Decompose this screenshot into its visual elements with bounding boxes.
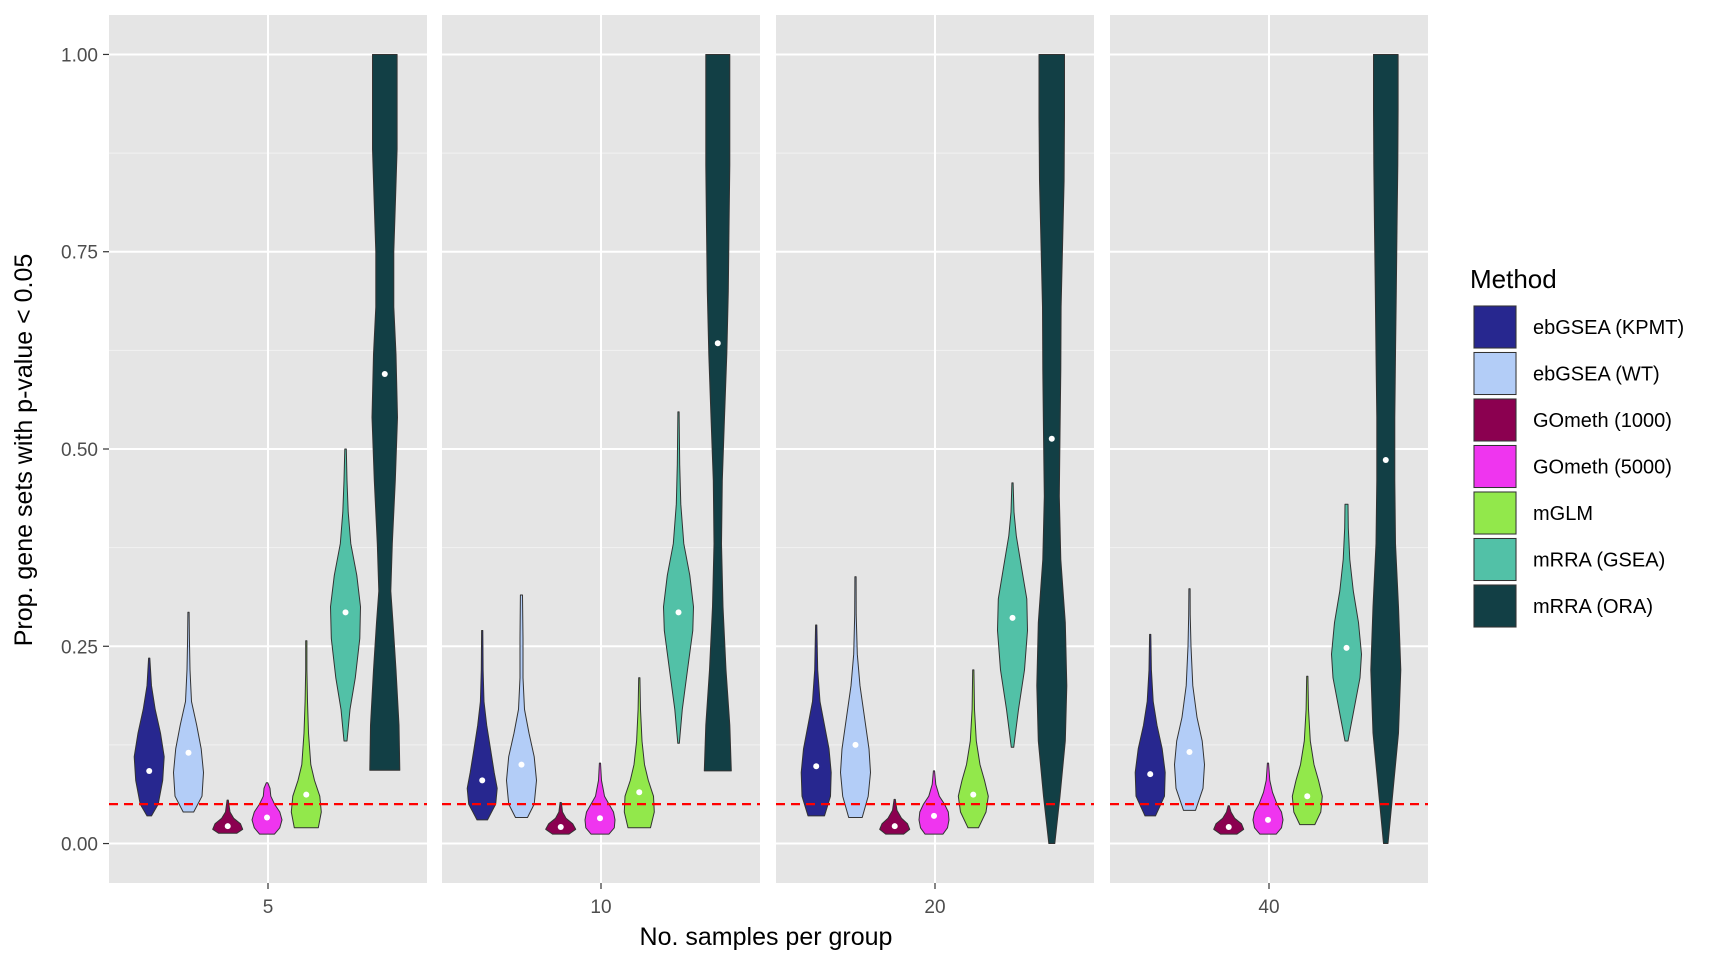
legend-label: mRRA (GSEA) bbox=[1533, 550, 1665, 572]
violin-ebgsea-kpmt bbox=[133, 657, 165, 817]
median-point bbox=[813, 763, 820, 770]
violin-ebgsea-kpmt bbox=[800, 624, 832, 817]
legend-title: Method bbox=[1470, 264, 1557, 294]
violin-mrra-gsea bbox=[1331, 503, 1362, 742]
median-point bbox=[479, 777, 486, 784]
violin-ebgsea-kpmt bbox=[1134, 633, 1166, 817]
violin-mrra-ora bbox=[703, 54, 732, 772]
legend-swatch bbox=[1473, 584, 1517, 628]
facet-panel: 40 bbox=[1110, 15, 1428, 918]
violin-ebgsea-wt bbox=[506, 594, 537, 818]
median-point bbox=[714, 340, 721, 347]
violin-mglm bbox=[623, 677, 655, 829]
legend-label: GOmeth (1000) bbox=[1533, 410, 1672, 432]
y-tick-label: 0.75 bbox=[61, 243, 98, 264]
median-point bbox=[1265, 816, 1271, 823]
median-point bbox=[224, 823, 231, 830]
median-point bbox=[597, 815, 603, 822]
violin-gometh-1000 bbox=[545, 802, 577, 835]
median-point bbox=[891, 823, 898, 830]
median-point bbox=[1304, 793, 1311, 800]
facet-panel: 20 bbox=[776, 15, 1094, 918]
median-point bbox=[675, 609, 682, 616]
violin-mrra-ora bbox=[1370, 54, 1402, 844]
y-axis-title: Prop. gene sets with p-value < 0.05 bbox=[10, 254, 38, 647]
violin-gometh-5000 bbox=[918, 770, 950, 835]
legend-swatch bbox=[1473, 538, 1517, 581]
panels-layer: 5 10 20 40 bbox=[109, 15, 1428, 918]
legend: Method ebGSEA (KPMT) ebGSEA (WT) GOmeth (1… bbox=[1470, 264, 1684, 628]
violin-gometh-1000 bbox=[1213, 805, 1245, 835]
facet-panel: 5 bbox=[109, 15, 427, 918]
median-point bbox=[1009, 614, 1016, 621]
legend-label: mGLM bbox=[1533, 503, 1593, 525]
violin-mrra-gsea bbox=[330, 448, 361, 742]
violin-ebgsea-wt bbox=[840, 576, 871, 818]
violin-gometh-1000 bbox=[212, 799, 244, 834]
median-point bbox=[1048, 435, 1055, 442]
violin-mrra-gsea bbox=[663, 411, 694, 744]
legend-label: mRRA (ORA) bbox=[1533, 596, 1653, 618]
violin-mglm bbox=[290, 640, 322, 829]
y-axis: 0.00 0.25 0.50 0.75 1.00 bbox=[61, 45, 109, 856]
legend-swatch bbox=[1473, 398, 1517, 442]
x-tick-label: 10 bbox=[590, 897, 611, 918]
violin-mglm bbox=[957, 669, 989, 829]
median-point bbox=[1186, 749, 1193, 756]
legend-swatch bbox=[1473, 352, 1517, 395]
y-tick-label: 0.50 bbox=[61, 440, 98, 461]
violin-ebgsea-kpmt bbox=[466, 630, 498, 821]
y-tick-label: 0.00 bbox=[61, 835, 98, 856]
legend-swatch bbox=[1473, 445, 1517, 488]
legend-label: ebGSEA (KPMT) bbox=[1533, 317, 1684, 339]
violin-gometh-5000 bbox=[1252, 762, 1284, 835]
y-tick-label: 1.00 bbox=[61, 45, 98, 66]
violin-ebgsea-wt bbox=[1174, 588, 1205, 811]
median-point bbox=[342, 609, 349, 616]
x-tick-label: 40 bbox=[1258, 897, 1279, 918]
median-point bbox=[381, 371, 388, 378]
violin-gometh-5000 bbox=[584, 762, 616, 835]
facet-panel: 10 bbox=[442, 15, 760, 918]
violin-gometh-5000 bbox=[251, 782, 283, 835]
violin-ebgsea-wt bbox=[173, 611, 204, 813]
legend-label: ebGSEA (WT) bbox=[1533, 364, 1660, 386]
median-point bbox=[1147, 771, 1154, 778]
median-point bbox=[1225, 823, 1232, 830]
median-point bbox=[1382, 457, 1389, 464]
median-point bbox=[146, 767, 153, 774]
legend-label: GOmeth (5000) bbox=[1533, 457, 1672, 479]
median-point bbox=[264, 814, 270, 821]
legend-swatch bbox=[1473, 491, 1517, 535]
median-point bbox=[518, 761, 525, 768]
median-point bbox=[636, 789, 643, 796]
median-point bbox=[185, 749, 192, 756]
median-point bbox=[557, 823, 564, 830]
violin-mrra-ora bbox=[369, 54, 401, 771]
median-point bbox=[303, 791, 310, 798]
median-point bbox=[1343, 644, 1350, 651]
violin-gometh-1000 bbox=[879, 798, 911, 835]
legend-swatch bbox=[1473, 305, 1517, 349]
median-point bbox=[852, 741, 859, 748]
x-axis-title: No. samples per group bbox=[640, 923, 893, 951]
x-tick-label: 20 bbox=[924, 897, 945, 918]
x-tick-label: 5 bbox=[263, 897, 274, 918]
y-tick-label: 0.25 bbox=[61, 637, 98, 658]
median-point bbox=[970, 791, 977, 798]
violin-mrra-ora bbox=[1036, 54, 1068, 844]
violin-mglm bbox=[1291, 675, 1323, 826]
median-point bbox=[931, 812, 937, 819]
